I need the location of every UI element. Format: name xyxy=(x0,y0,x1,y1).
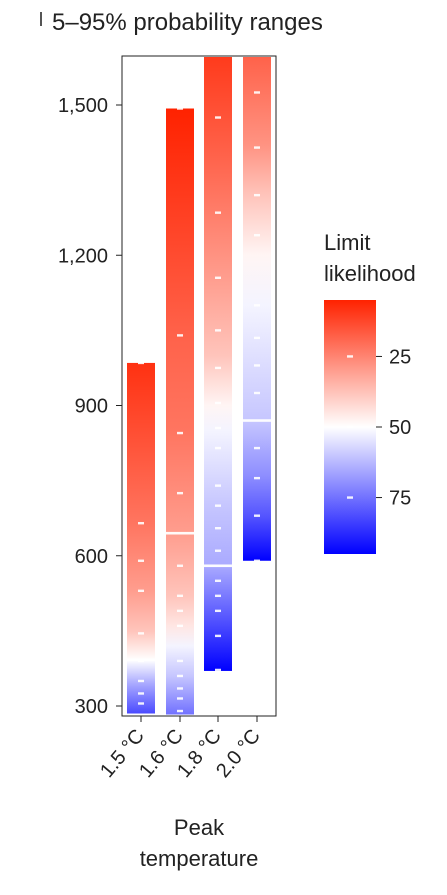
range-bar-3 xyxy=(204,57,232,672)
range-bar-dash xyxy=(177,431,183,435)
x-axis: 1.5 °C1.6 °C1.8 °C2.0 °C xyxy=(96,716,265,782)
range-bar-dash xyxy=(215,329,221,332)
range-bar-dash xyxy=(215,366,221,370)
range-bar-dash xyxy=(138,702,144,705)
range-bars xyxy=(127,57,271,715)
range-bar-median xyxy=(127,658,155,662)
legend-tick-label: 75 xyxy=(389,488,411,510)
range-bar-dash xyxy=(177,594,183,598)
legend-title-line2: likelihood xyxy=(324,261,416,286)
y-tick-label: 300 xyxy=(75,696,108,718)
range-bar-dash xyxy=(254,146,260,149)
range-bar-fill xyxy=(127,362,155,714)
range-bar-dash xyxy=(138,632,144,635)
range-bar-dash xyxy=(215,276,221,279)
range-bar-dash xyxy=(177,609,183,613)
range-bar-dash xyxy=(138,559,144,562)
x-tick-label: 2.0 °C xyxy=(212,725,265,782)
range-bar-dash xyxy=(254,446,260,450)
range-bar-dash xyxy=(177,674,183,678)
legend-tick-label: 50 xyxy=(389,417,411,439)
range-bar-fill xyxy=(204,57,232,671)
chart-title: 5–95% probability ranges xyxy=(52,9,323,36)
range-bar-dash xyxy=(138,589,144,593)
y-tick-label: 1,200 xyxy=(58,245,108,267)
range-bar-dash xyxy=(177,697,183,700)
x-axis-title-line2: temperature xyxy=(140,846,259,871)
range-bar-dash xyxy=(215,401,221,405)
legend-dash xyxy=(347,425,353,429)
range-bar-dash xyxy=(254,514,260,517)
range-bar-dash xyxy=(138,521,144,525)
range-bar-4 xyxy=(243,57,271,562)
range-bar-dash xyxy=(254,304,260,307)
range-bar-dash xyxy=(215,549,221,552)
range-bar-dash xyxy=(215,116,221,119)
legend-title-line1: Limit xyxy=(324,230,370,255)
range-bar-dash xyxy=(254,193,260,197)
range-bar-dash xyxy=(215,504,221,507)
range-bar-dash xyxy=(177,107,183,110)
legend-tick-label: 25 xyxy=(389,346,411,368)
range-bar-dash xyxy=(138,361,144,365)
range-bar-dash xyxy=(215,668,221,672)
range-bar-dash xyxy=(177,709,183,713)
range-bar-dash xyxy=(215,446,221,450)
legend-dash xyxy=(347,355,353,358)
range-bar-median xyxy=(166,531,194,535)
range-bar-dash xyxy=(177,687,183,690)
range-bar-dash xyxy=(254,559,260,562)
y-axis: 300 600 900 1,200 1,500 xyxy=(58,95,122,718)
range-bar-dash xyxy=(215,527,221,530)
range-bar-dash xyxy=(215,484,221,487)
y-tick-label: 1,500 xyxy=(58,95,108,117)
title-marker xyxy=(40,12,42,26)
range-bar-dash xyxy=(138,692,144,695)
range-bar-fill xyxy=(166,108,194,715)
range-bar-dash xyxy=(177,659,183,663)
range-bar-dash xyxy=(215,579,221,582)
range-bar-median xyxy=(243,419,271,422)
range-bar-dash xyxy=(254,234,260,237)
range-bar-dash xyxy=(215,634,221,638)
range-bar-dash xyxy=(254,476,260,480)
range-bar-2 xyxy=(166,107,194,715)
range-bar-1 xyxy=(127,361,155,714)
range-bar-fill xyxy=(243,57,271,561)
x-axis-title-line1: Peak xyxy=(174,815,225,840)
range-bar-dash xyxy=(177,624,183,628)
plot-frame xyxy=(121,55,277,717)
range-bar-dash xyxy=(177,334,183,337)
y-tick-label: 600 xyxy=(75,546,108,568)
range-bar-dash xyxy=(254,364,260,367)
range-bar-dash xyxy=(254,336,260,340)
range-bar-dash xyxy=(254,91,260,94)
legend-ticks: 25 50 75 xyxy=(347,346,411,510)
range-bar-dash xyxy=(215,426,221,430)
range-bar-median xyxy=(204,564,232,568)
y-tick-label: 900 xyxy=(75,396,108,418)
range-bar-dash xyxy=(215,594,221,598)
range-bar-dash xyxy=(254,391,260,395)
legend-dash xyxy=(347,496,353,499)
range-bar-dash xyxy=(177,564,183,567)
range-bar-dash xyxy=(215,211,221,214)
range-bar-dash xyxy=(177,491,183,495)
range-bar-dash xyxy=(215,609,221,613)
range-bar-dash xyxy=(138,679,144,683)
